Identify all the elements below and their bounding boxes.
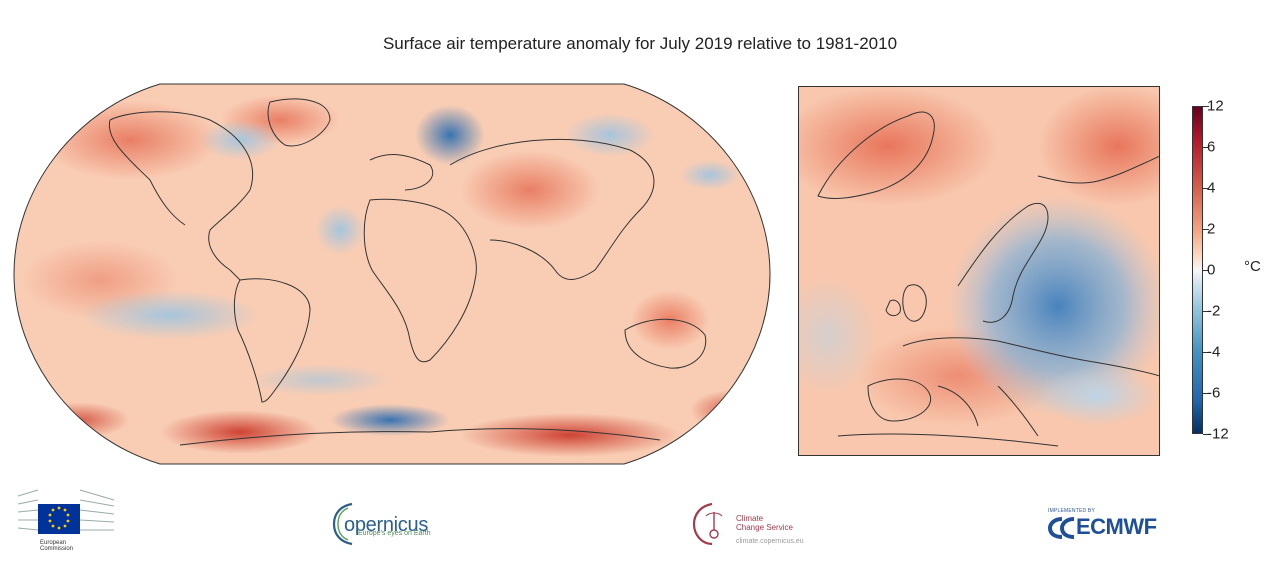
climate-change-service-logo: Climate Change Service climate.copernicu… — [690, 486, 820, 556]
eu-label-line1: European — [40, 540, 67, 546]
colorbar-tick — [1203, 311, 1209, 312]
europe-coastlines — [817, 111, 1160, 447]
colorbar-tick-label: 4 — [1207, 179, 1216, 197]
colorbar-tick-label: -2 — [1207, 302, 1221, 320]
colorbar-tick — [1203, 352, 1209, 353]
c3s-url: climate.copernicus.eu — [736, 538, 804, 545]
colorbar-tick — [1203, 434, 1209, 435]
colorbar-tick — [1203, 229, 1209, 230]
c3s-name-line1: Climate — [736, 514, 764, 523]
map-title: Surface air temperature anomaly for July… — [382, 34, 898, 53]
ecmwf-wordmark: ECMWF — [1076, 514, 1157, 539]
colorbar-gradient — [1192, 106, 1203, 434]
eu-label: European Commission — [40, 540, 73, 552]
colorbar-unit: °C — [1244, 258, 1261, 275]
temperature-colorbar: 12 6 4 2 0 -2 -4 -6 -12 °C — [1186, 96, 1280, 446]
copernicus-wordmark: opernicus — [344, 514, 429, 536]
colorbar-tick-label: 0 — [1207, 261, 1216, 279]
colorbar-tick — [1203, 393, 1209, 394]
colorbar-tick-label: 6 — [1207, 138, 1216, 156]
colorbar-tick — [1203, 270, 1209, 271]
eu-flag-icon — [17, 489, 115, 534]
colorbar-tick-label: -6 — [1207, 384, 1221, 402]
thermometer-icon — [692, 502, 723, 546]
c3s-name: Climate Change Service — [736, 514, 793, 532]
ecmwf-swirl-icon — [1048, 517, 1075, 539]
world-anomaly-map — [13, 83, 771, 465]
ecmwf-implemented-by: IMPLEMENTED BY — [1048, 508, 1095, 514]
colorbar-tick-label: 2 — [1207, 220, 1216, 238]
copernicus-c-icon — [332, 502, 353, 546]
colorbar-tick — [1203, 106, 1209, 107]
c3s-name-line2: Change Service — [736, 523, 793, 532]
colorbar-tick-label: -4 — [1207, 343, 1221, 361]
europe-map-border — [798, 86, 1160, 456]
european-commission-logo: European Commission — [14, 486, 124, 556]
copernicus-tagline: Europe's eyes on Earth — [358, 530, 431, 537]
world-map-border — [13, 83, 771, 465]
world-coastlines — [108, 98, 707, 446]
europe-anomaly-map — [798, 86, 1160, 456]
colorbar-tick-label: 12 — [1207, 97, 1224, 115]
copernicus-logo: opernicus Europe's eyes on Earth — [330, 486, 460, 556]
ecmwf-logo: IMPLEMENTED BY ECMWF — [1046, 486, 1176, 556]
colorbar-tick-label: -12 — [1207, 425, 1229, 443]
colorbar-tick — [1203, 147, 1209, 148]
eu-label-line2: Commission — [40, 546, 74, 552]
colorbar-tick — [1203, 188, 1209, 189]
